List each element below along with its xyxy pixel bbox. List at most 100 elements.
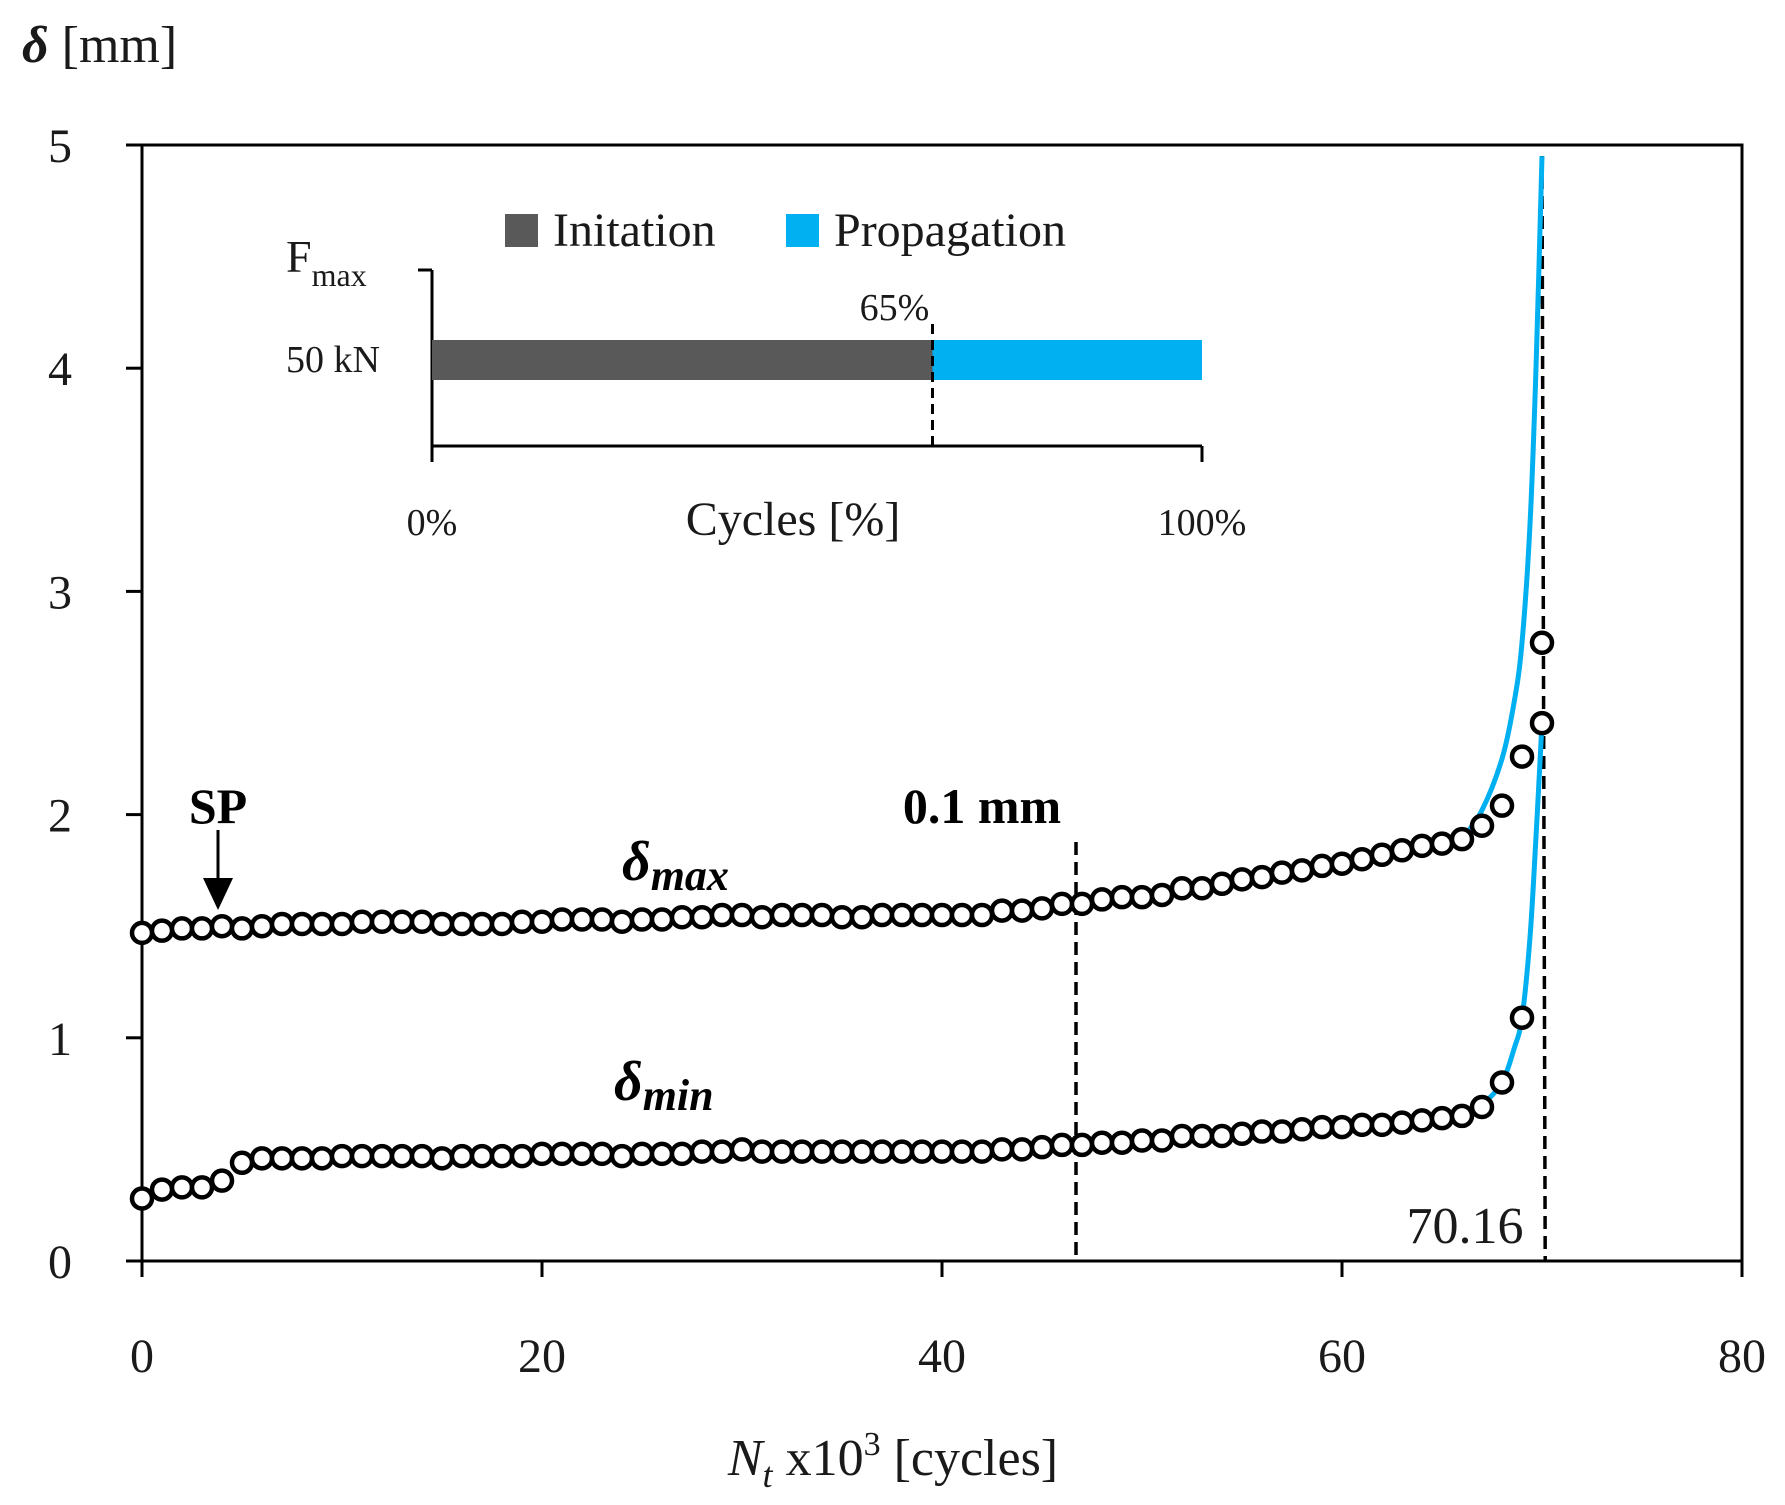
delta-max-point (609, 909, 635, 934)
delta-min-point (349, 1143, 375, 1169)
delta-max-point (1149, 882, 1175, 908)
delta-min-point (1469, 1094, 1495, 1120)
delta-min-point (1129, 1128, 1155, 1153)
delta-max-point (1269, 860, 1295, 885)
delta-max-point (829, 905, 855, 930)
delta-max-point (489, 911, 515, 937)
delta-min-point (1029, 1134, 1055, 1160)
legend-label-initiation: Initation (553, 204, 716, 257)
delta-max-point (289, 911, 315, 937)
delta-max-point (369, 909, 395, 934)
delta-max-point (1529, 630, 1555, 655)
delta-max-point (389, 909, 415, 934)
delta-max-point (589, 907, 615, 932)
delta-min-point (129, 1186, 155, 1211)
x-tick-label: 60 (1318, 1330, 1366, 1383)
delta-max-point (309, 911, 335, 937)
delta-min-point (209, 1168, 235, 1193)
delta-max-point (1109, 884, 1135, 910)
delta-max-point (1369, 842, 1395, 868)
delta-max-point (1509, 744, 1535, 769)
delta-min-point (749, 1139, 775, 1164)
delta-max-point (1309, 853, 1335, 879)
delta-max-point (149, 918, 175, 943)
y-axis-title-unit: [mm] (49, 17, 178, 74)
inset-x-start-label: 0% (407, 502, 458, 544)
delta-min-point (309, 1146, 335, 1171)
inset-split-label: 65% (860, 287, 930, 329)
delta-min-point (149, 1177, 175, 1202)
delta-min-point (969, 1139, 995, 1164)
delta-max-point (989, 898, 1015, 923)
delta-min-point (869, 1139, 895, 1164)
delta-min-point (669, 1141, 695, 1167)
x-ticks: 0 20 40 60 80 (130, 1261, 1766, 1383)
y-tick-label: 3 (48, 566, 72, 619)
x-axis-title-symbol: N (727, 1430, 766, 1487)
delta-max-point (269, 911, 295, 937)
inset-x-axis-title: Cycles [%] (686, 493, 901, 546)
delta-max-point (849, 905, 875, 930)
delta-min-point (1049, 1132, 1075, 1158)
x-tick-label: 80 (1718, 1330, 1766, 1383)
delta-max-point (1469, 813, 1495, 839)
delta-max-markers (129, 630, 1555, 946)
delta-max-point (969, 902, 995, 928)
x-axis-title-sub: t (763, 1455, 774, 1495)
delta-min-point (1069, 1132, 1095, 1158)
delta-min-point (829, 1139, 855, 1164)
delta-max-point (1229, 867, 1255, 892)
sp-arrow-head (203, 878, 233, 910)
delta-max-point (809, 902, 835, 928)
delta-min-point (529, 1141, 555, 1167)
y-tick-label: 0 (48, 1236, 72, 1289)
delta-min-point (1349, 1112, 1375, 1138)
delta-min-point (469, 1143, 495, 1169)
delta-min-point (769, 1139, 795, 1164)
delta-max-point (1449, 826, 1475, 852)
delta-min-point (449, 1143, 475, 1169)
delta-min-point (929, 1139, 955, 1164)
x-tick-label: 0 (130, 1330, 154, 1383)
delta-min-point (709, 1139, 735, 1164)
delta-max-point (1009, 898, 1035, 923)
delta-max-point (769, 902, 795, 928)
delta-min-point (549, 1141, 575, 1167)
delta-min-point (909, 1139, 935, 1164)
delta-min-point (809, 1139, 835, 1164)
x-tick-label: 40 (918, 1330, 966, 1383)
delta-min-label: δmin (614, 1051, 714, 1120)
delta-min-point (1289, 1117, 1315, 1142)
delta-min-point (1449, 1103, 1475, 1129)
y-tick-label: 4 (48, 343, 72, 396)
delta-min-point (1429, 1105, 1455, 1131)
delta-min-point (169, 1175, 195, 1200)
inset-y-axis-title: Fmax (286, 231, 367, 293)
delta-min-point (569, 1141, 595, 1167)
delta-min-point (1149, 1128, 1175, 1153)
delta-max-point (1049, 891, 1075, 917)
delta-max-label-sub: max (651, 851, 729, 900)
delta-max-point (1169, 876, 1195, 901)
delta-min-point (849, 1139, 875, 1164)
delta-min-point (1009, 1137, 1035, 1162)
delta-max-point (1429, 831, 1455, 856)
delta-max-point (329, 911, 355, 937)
delta-min-point (1329, 1114, 1355, 1140)
inset-fmax-symbol: F (286, 231, 312, 282)
delta-min-point (729, 1137, 755, 1162)
delta-min-point (1409, 1108, 1435, 1133)
delta-max-point (1209, 871, 1235, 897)
delta-min-point (269, 1146, 295, 1171)
delta-min-point (429, 1146, 455, 1171)
legend-swatch-propagation (786, 214, 819, 247)
delta-max-point (229, 916, 255, 941)
sp-annotation-label: SP (189, 778, 247, 834)
delta-max-point (1409, 833, 1435, 859)
delta-min-markers (129, 710, 1555, 1211)
delta-max-point (709, 902, 735, 928)
delta-max-point (549, 907, 575, 932)
delta-max-point (629, 907, 655, 932)
delta-min-point (1229, 1121, 1255, 1147)
